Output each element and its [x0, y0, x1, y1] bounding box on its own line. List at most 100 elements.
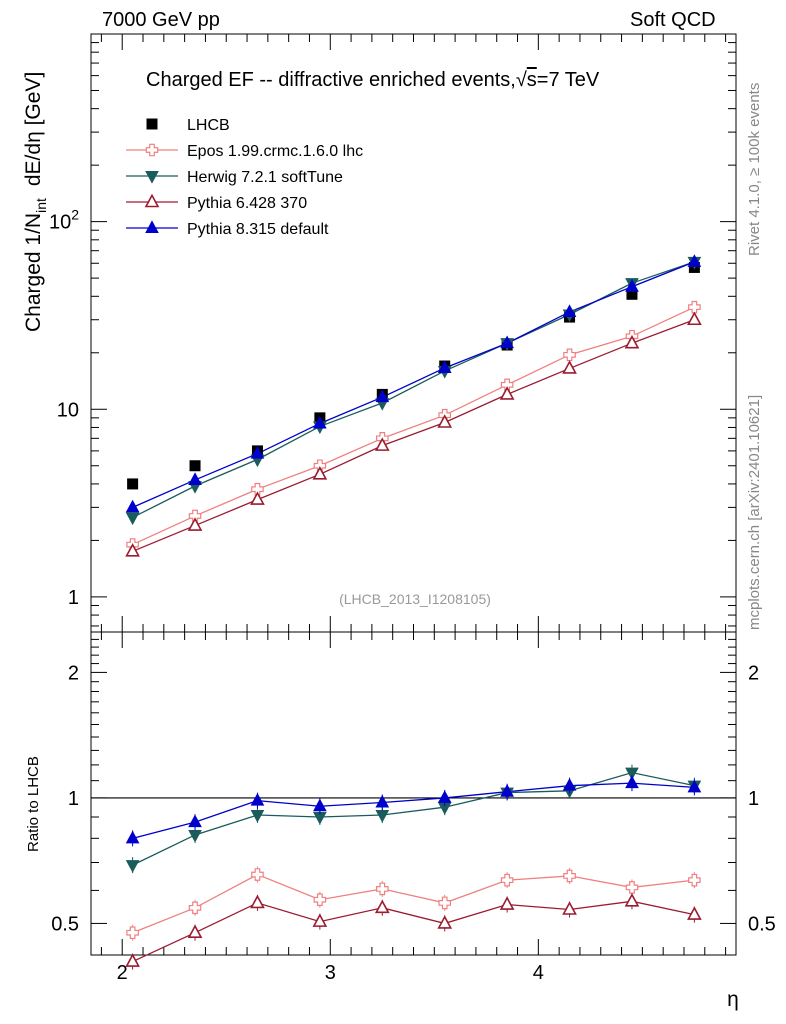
ratio-point-epos [625, 881, 639, 894]
y-tick-label: 10 [57, 399, 79, 421]
ratio-point-epos [500, 873, 514, 887]
ratio-point-epos [313, 893, 327, 907]
data-point-pythia6 [687, 311, 702, 326]
ratio-point-epos [438, 896, 452, 910]
legend-marker-herwig [145, 171, 159, 184]
legend-label-pythia6: Pythia 6.428 370 [187, 195, 307, 212]
legend-label-epos: Epos 1.99.crmc.1.6.0 lhc [187, 143, 363, 160]
data-point-lhcb [626, 288, 638, 300]
data-point-pythia8 [125, 499, 140, 513]
ratio-point-pythia8 [687, 779, 702, 793]
header-right: Soft QCD [630, 9, 716, 31]
ratio-y-tick-label-right: 1 [748, 788, 759, 810]
data-point-pythia6 [312, 466, 328, 480]
ratio-point-pythia8 [375, 794, 390, 808]
y-tick-label: 102 [49, 207, 79, 234]
ratio-point-pythia6 [499, 896, 515, 910]
ratio-point-pythia6 [312, 913, 328, 927]
y-tick-label: 1 [68, 587, 79, 609]
ratio-point-pythia6 [687, 906, 702, 920]
ratio-point-epos [688, 873, 701, 887]
data-point-pythia6 [624, 334, 640, 349]
ratio-point-pythia8 [437, 790, 452, 803]
legend-marker-pythia8 [145, 220, 159, 233]
analysis-watermark: (LHCB_2013_I1208105) [339, 591, 491, 607]
legend-marker-epos [145, 143, 159, 157]
data-point-pythia6 [250, 491, 265, 505]
ratio-y-tick-label: 1 [68, 788, 79, 810]
data-point-epos [688, 300, 701, 314]
legend-marker-lhcb [146, 118, 158, 130]
ratio-point-pythia8 [313, 798, 327, 812]
data-point-herwig [125, 512, 140, 526]
data-point-pythia8 [188, 472, 202, 485]
ratio-point-epos [188, 901, 202, 915]
ratio-point-pythia6 [250, 894, 265, 909]
ratio-point-pythia6 [187, 924, 203, 939]
ratio-point-herwig [375, 809, 390, 823]
data-point-pythia8 [625, 279, 639, 292]
y-axis-label: Charged 1/NintdE/dη [GeV] [22, 72, 49, 332]
ratio-point-pythia8 [250, 793, 265, 806]
chart-title: Charged EF -- diffractive enriched event… [146, 69, 600, 91]
ratio-point-pythia6 [125, 953, 140, 967]
ratio-y-tick-label-right: 0.5 [748, 913, 776, 935]
ratio-point-herwig [188, 829, 202, 843]
data-point-pythia8 [313, 415, 327, 429]
data-point-pythia6 [374, 437, 390, 451]
legend-marker-pythia6 [144, 193, 160, 208]
data-point-epos [563, 348, 576, 362]
ratio-line-herwig [132, 771, 695, 866]
legend-label-pythia8: Pythia 8.315 default [187, 221, 329, 238]
header-left: 7000 GeV pp [102, 9, 220, 31]
ratio-point-pythia8 [562, 778, 577, 791]
ratio-point-pythia6 [562, 901, 577, 915]
ratio-point-pythia8 [188, 814, 202, 828]
data-point-pythia8 [250, 446, 265, 459]
ratio-point-herwig [625, 767, 639, 781]
ratio-line-pythia8 [132, 782, 695, 839]
data-point-pythia6 [125, 543, 140, 557]
x-tick-label: 4 [533, 962, 544, 984]
ratio-point-pythia8 [125, 830, 140, 844]
x-tick-label: 2 [117, 962, 128, 984]
ratio-y-tick-label: 2 [68, 662, 79, 684]
legend-label-herwig: Herwig 7.2.1 softTune [187, 169, 343, 186]
ratio-point-epos [251, 868, 264, 881]
ratio-point-epos [375, 882, 389, 896]
data-point-pythia6 [562, 360, 577, 374]
ratio-line-epos [132, 873, 695, 934]
ratio-point-pythia6 [624, 893, 640, 907]
data-point-epos [251, 482, 264, 496]
data-point-pythia6 [437, 414, 453, 428]
data-point-pythia8 [500, 335, 514, 349]
legend-label-lhcb: LHCB [187, 117, 230, 134]
data-point-pythia8 [687, 254, 702, 267]
ratio-y-tick-label-right: 2 [748, 662, 759, 684]
data-point-pythia8 [375, 389, 390, 403]
data-point-pythia8 [562, 304, 577, 317]
ratio-point-pythia6 [374, 899, 390, 914]
data-point-pythia6 [187, 517, 203, 531]
ratio-point-pythia8 [625, 775, 639, 789]
ratio-line-pythia6 [132, 900, 695, 963]
data-point-lhcb [127, 478, 139, 490]
series-line-herwig [132, 261, 695, 519]
ratio-point-epos [563, 869, 576, 883]
series-line-epos [132, 306, 695, 546]
x-axis-label: η [727, 988, 739, 1011]
series-line-pythia6 [132, 319, 695, 552]
ratio-point-herwig [125, 860, 140, 873]
ratio-point-epos [126, 926, 139, 940]
data-point-pythia8 [437, 360, 452, 373]
series-line-pythia8 [132, 261, 695, 508]
data-point-pythia6 [499, 386, 515, 400]
x-tick-label: 3 [325, 962, 336, 984]
ratio-y-axis-label: Ratio to LHCB [25, 756, 42, 852]
ratio-point-pythia8 [500, 784, 514, 797]
ratio-point-pythia6 [437, 915, 453, 929]
ratio-y-tick-label: 0.5 [51, 913, 79, 935]
ratio-point-herwig [250, 809, 265, 823]
data-point-lhcb [189, 460, 201, 472]
